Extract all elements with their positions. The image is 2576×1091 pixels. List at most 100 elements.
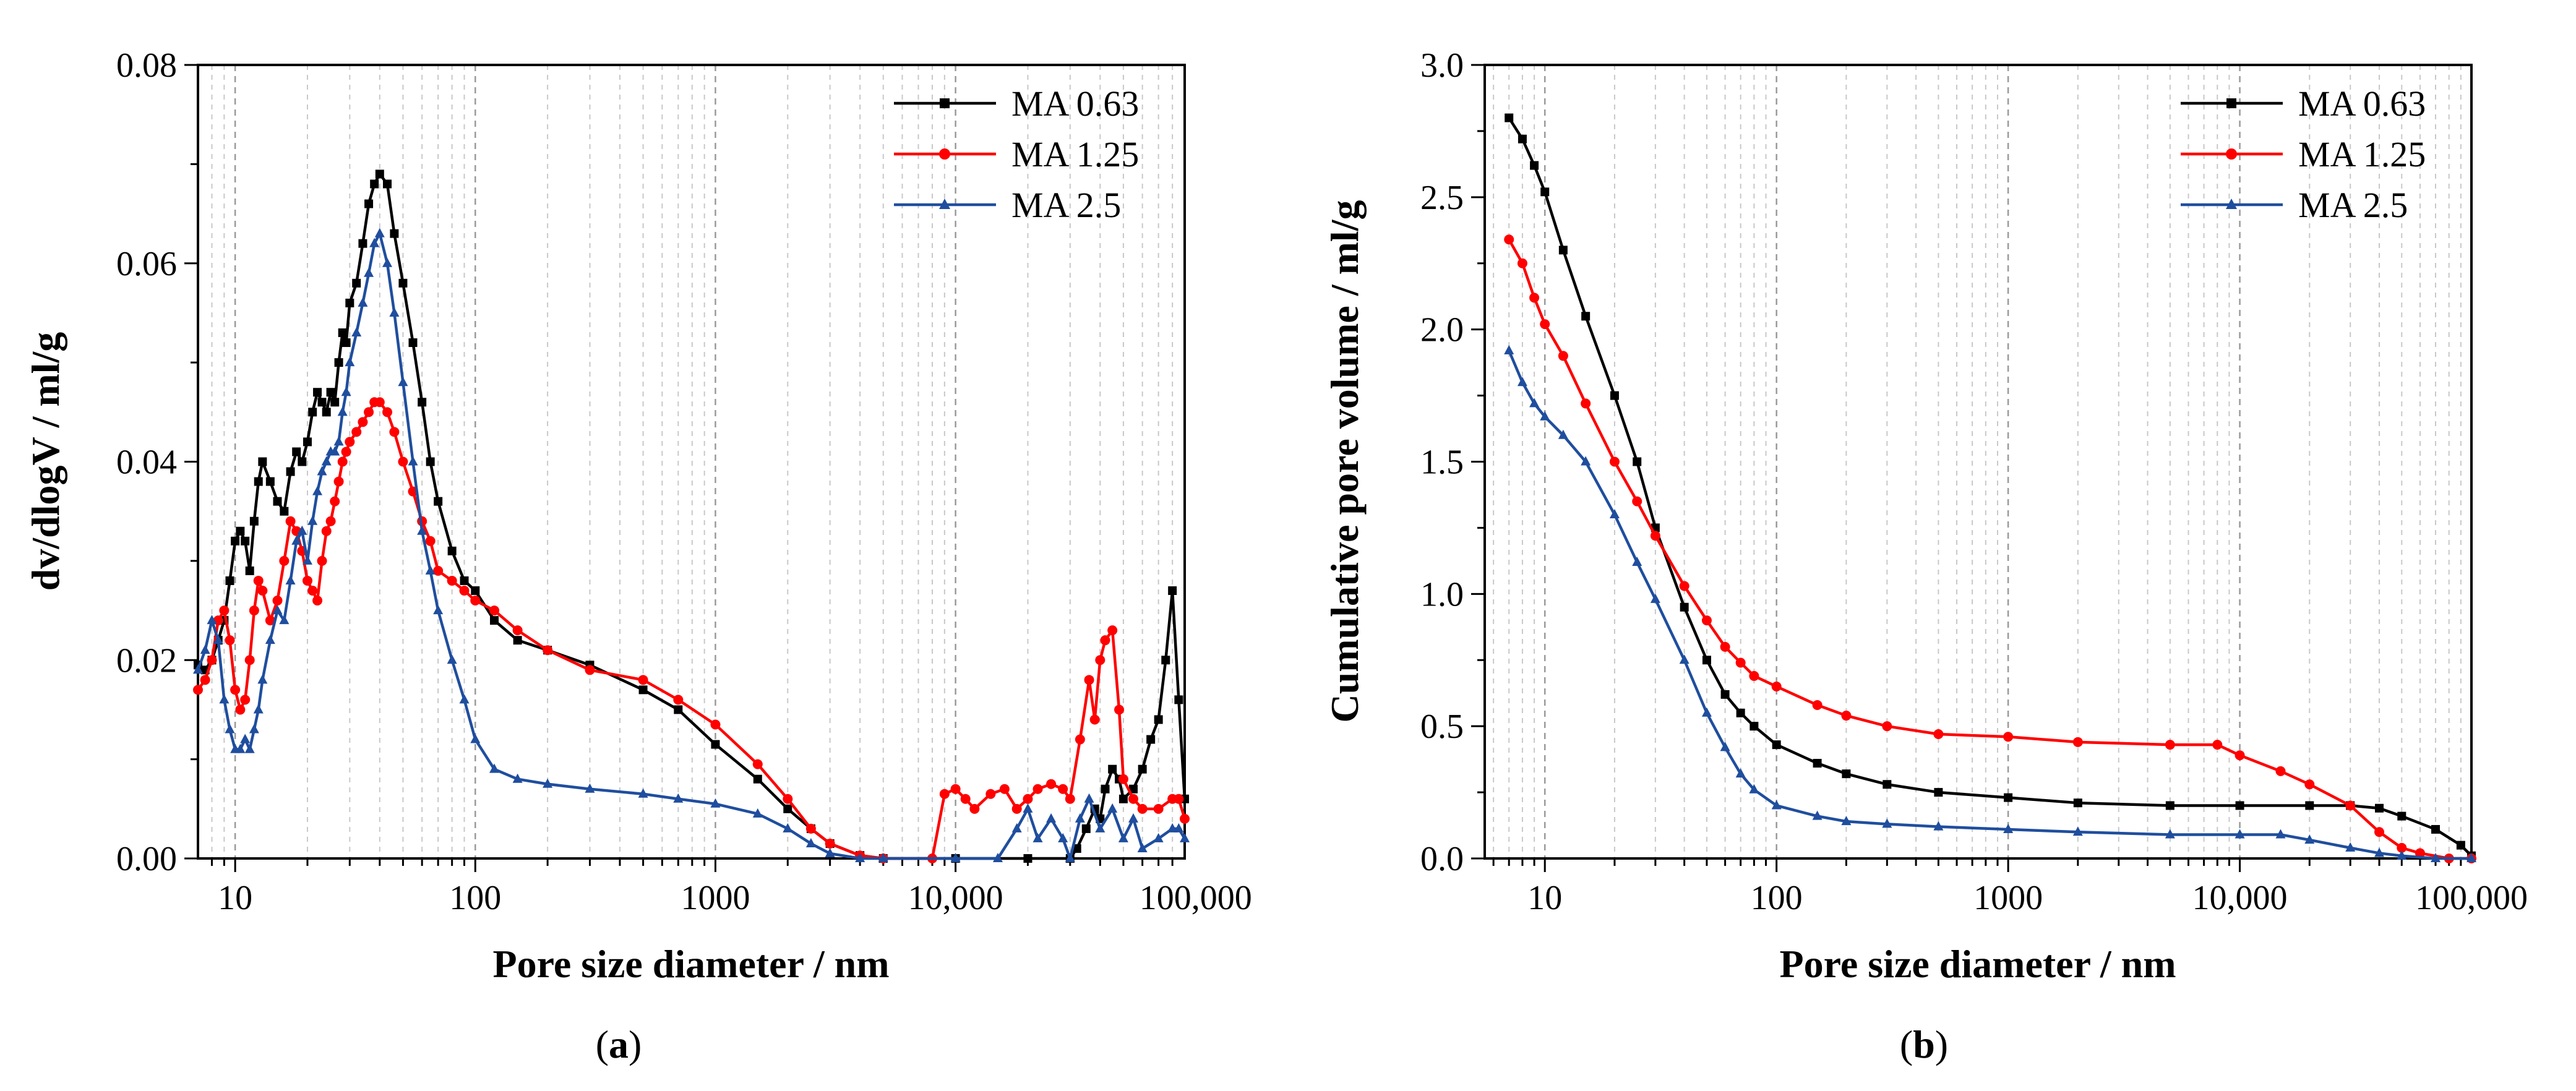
a-data-point — [1089, 714, 1100, 725]
a-data-point — [302, 555, 312, 565]
a-data-point — [285, 516, 296, 526]
a-data-point — [1095, 655, 1106, 665]
a-data-point — [710, 798, 721, 808]
b-data-point — [2304, 834, 2315, 844]
a-data-point — [273, 497, 282, 506]
a-data-point — [1154, 715, 1163, 724]
a-data-point — [249, 516, 259, 526]
a-data-point — [1118, 832, 1128, 842]
a-data-point — [225, 576, 234, 585]
b-data-point — [1650, 531, 1660, 541]
a-data-point — [337, 406, 348, 416]
b-x-tick-label: 1000 — [1973, 879, 2043, 917]
b-data-point — [2305, 801, 2314, 810]
b-data-point — [1812, 810, 1823, 820]
b-data-point — [2004, 793, 2013, 802]
a-legend-marker — [939, 199, 950, 209]
a-data-point — [433, 565, 444, 576]
a-data-point — [1107, 803, 1118, 813]
b-data-point — [1530, 161, 1539, 170]
b-data-point — [1680, 602, 1689, 612]
a-data-point — [673, 695, 684, 705]
a-data-point — [1153, 803, 1164, 814]
a-data-point — [512, 625, 523, 636]
a-data-point — [330, 398, 340, 407]
a-data-point — [1075, 734, 1085, 745]
b-data-point — [1720, 742, 1730, 751]
a-data-point — [253, 704, 264, 714]
a-data-point — [364, 407, 374, 417]
a-data-point — [969, 803, 980, 814]
b-data-point — [1812, 700, 1823, 710]
a-data-point — [1118, 794, 1128, 803]
panel-b-chart: 10 100 1000 10,000 100,000 0.0 0.5 1.0 1.5 2.0 2.5… — [1323, 46, 2528, 1066]
b-legend-label: MA 0.63 — [2298, 83, 2426, 124]
a-data-point — [1128, 813, 1138, 823]
a-data-point — [298, 457, 307, 466]
a-data-point — [447, 546, 457, 555]
b-data-point — [1581, 456, 1591, 466]
a-data-point — [805, 823, 816, 834]
b-data-point — [1609, 456, 1620, 467]
b-data-point — [1701, 707, 1712, 717]
a-data-point — [1033, 784, 1043, 794]
b-legend-label: MA 2.5 — [2298, 185, 2408, 225]
a-data-point — [1084, 793, 1094, 803]
a-data-point — [322, 408, 331, 417]
b-data-point — [1842, 769, 1851, 779]
a-data-point — [272, 605, 283, 615]
a-data-point — [543, 778, 553, 788]
b-series-line — [1508, 117, 2473, 857]
a-x-tick-label: 100 — [449, 879, 501, 917]
a-data-point — [433, 605, 444, 615]
a-data-point — [783, 794, 793, 804]
a-data-point — [1128, 784, 1138, 794]
a-data-point — [272, 596, 283, 606]
a-data-point — [460, 576, 469, 585]
panel-b-caption: (b) — [1900, 1022, 1948, 1066]
a-data-point — [950, 853, 961, 862]
a-data-point — [370, 179, 379, 189]
b-data-point — [2304, 779, 2315, 790]
a-data-point — [317, 466, 327, 476]
b-y-tick-label: 2.0 — [1420, 311, 1464, 349]
a-data-point — [425, 536, 436, 546]
a-data-point — [1168, 586, 1177, 595]
a-data-point — [783, 823, 793, 832]
b-data-point — [2072, 826, 2083, 836]
a-data-point — [1146, 735, 1156, 744]
a-data-point — [312, 596, 323, 606]
a-data-point — [193, 664, 203, 674]
a-data-point — [207, 655, 217, 665]
b-series-MA-1_25 — [1504, 234, 2476, 863]
b-data-point — [1632, 557, 1642, 567]
a-data-point — [825, 838, 835, 849]
a-data-point — [280, 507, 289, 516]
b-legend-marker — [2226, 148, 2237, 160]
b-data-point — [1749, 670, 1759, 681]
a-data-point — [389, 307, 400, 317]
a-data-point — [711, 740, 720, 749]
b-legend-label: MA 1.25 — [2298, 134, 2426, 174]
panel-a-y-axis-title: dv/dlogV / ml/g — [24, 332, 67, 591]
b-data-point — [2430, 853, 2441, 862]
b-data-point — [1518, 134, 1527, 143]
b-data-point — [2345, 842, 2356, 852]
a-data-point — [321, 526, 332, 536]
a-data-point — [257, 585, 268, 596]
a-data-point — [358, 239, 367, 248]
b-legend-entry: MA 1.25 — [2181, 134, 2426, 174]
a-data-point — [939, 789, 950, 799]
a-data-point — [1011, 823, 1022, 832]
a-legend-label: MA 2.5 — [1011, 185, 1121, 225]
a-data-point — [249, 605, 259, 616]
a-data-point — [1107, 625, 1118, 636]
a-data-point — [292, 447, 301, 456]
b-data-point — [2397, 842, 2407, 853]
b-data-point — [1933, 729, 1944, 739]
a-legend-entry: MA 1.25 — [894, 134, 1139, 174]
a-data-point — [1101, 784, 1110, 794]
a-data-point — [398, 456, 408, 467]
a-data-point — [783, 804, 792, 813]
panel-a-chart: 10 100 1000 10,000 100,000 0.00 0.02 0.04 0.06 0.… — [24, 46, 1252, 1066]
